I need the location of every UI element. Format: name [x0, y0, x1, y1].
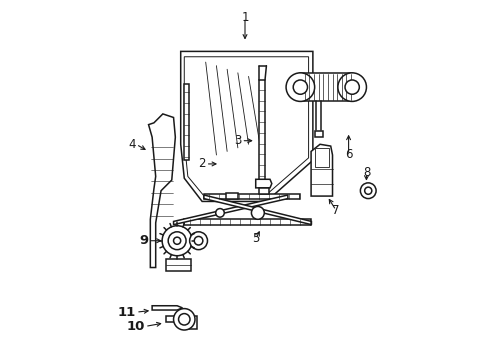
Circle shape — [286, 73, 315, 102]
Polygon shape — [315, 148, 329, 167]
Text: 10: 10 — [126, 320, 145, 333]
Circle shape — [365, 187, 372, 194]
Polygon shape — [300, 73, 352, 102]
Polygon shape — [315, 131, 323, 137]
Circle shape — [178, 314, 190, 325]
Text: 2: 2 — [198, 157, 206, 170]
Polygon shape — [167, 258, 192, 271]
Text: 3: 3 — [234, 134, 242, 147]
Circle shape — [251, 206, 264, 219]
Text: 7: 7 — [332, 204, 340, 217]
Circle shape — [293, 80, 308, 94]
Polygon shape — [181, 51, 313, 202]
Polygon shape — [167, 316, 197, 329]
Circle shape — [190, 232, 207, 249]
Circle shape — [345, 80, 359, 94]
Polygon shape — [259, 188, 270, 194]
Circle shape — [216, 208, 224, 217]
Polygon shape — [184, 57, 309, 197]
Polygon shape — [259, 80, 265, 180]
Text: 1: 1 — [241, 11, 249, 24]
Circle shape — [168, 232, 186, 249]
Polygon shape — [226, 193, 238, 199]
Text: 5: 5 — [252, 233, 259, 246]
Circle shape — [173, 309, 195, 330]
Text: 4: 4 — [128, 138, 136, 151]
Text: 8: 8 — [363, 166, 370, 179]
Circle shape — [173, 237, 181, 244]
Polygon shape — [204, 194, 300, 199]
Circle shape — [162, 226, 192, 256]
Circle shape — [338, 73, 367, 102]
Polygon shape — [148, 114, 175, 267]
Polygon shape — [184, 84, 189, 160]
Polygon shape — [152, 306, 182, 310]
Polygon shape — [184, 219, 311, 225]
Polygon shape — [204, 195, 312, 225]
Circle shape — [194, 237, 203, 245]
Circle shape — [360, 183, 376, 199]
Polygon shape — [256, 179, 272, 188]
Text: 11: 11 — [118, 306, 136, 319]
Polygon shape — [173, 195, 288, 225]
Text: 9: 9 — [140, 234, 148, 247]
Text: 6: 6 — [345, 148, 352, 162]
Polygon shape — [311, 144, 333, 196]
